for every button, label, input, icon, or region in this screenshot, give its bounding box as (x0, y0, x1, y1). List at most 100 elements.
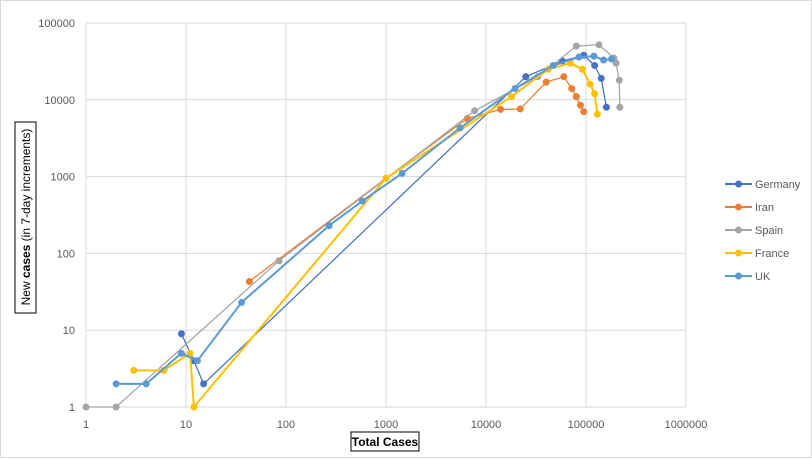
x-tick-label: 1000 (374, 419, 398, 431)
data-point (200, 380, 208, 388)
data-point (575, 53, 583, 61)
data-point (82, 403, 90, 411)
data-point (112, 380, 120, 388)
data-point (142, 380, 150, 388)
data-point (245, 278, 253, 286)
data-point (572, 93, 580, 101)
x-tick-label: 100000 (568, 419, 605, 431)
legend-label: UK (755, 271, 771, 283)
data-point (511, 85, 519, 93)
series-line (133, 62, 599, 408)
y-axis-title-group: New cases (in 7-day increments) (14, 121, 37, 314)
data-point (160, 366, 168, 374)
data-point (586, 80, 594, 88)
legend-swatch-marker (735, 249, 742, 257)
data-point (516, 105, 524, 113)
x-tick-label: 10000 (471, 419, 502, 431)
series-uk (112, 52, 616, 388)
legend-swatch-marker (735, 226, 742, 234)
data-point (193, 357, 201, 365)
y-axis-title-bold: cases (19, 244, 33, 278)
series-line (180, 54, 608, 385)
y-axis-ticks: 1 10 100 1000 10000 100000 (38, 18, 75, 414)
data-point (358, 197, 366, 205)
data-point (497, 105, 505, 113)
data-point (112, 403, 120, 411)
legend-swatch-marker (735, 203, 742, 211)
y-tick-label: 100000 (38, 18, 75, 30)
data-point (612, 59, 620, 67)
data-point (608, 55, 616, 63)
legend-label: Iran (755, 202, 774, 214)
y-axis-title-box (14, 121, 37, 314)
data-point (591, 90, 599, 98)
series-line (86, 44, 621, 408)
y-axis-title-pre: New (19, 278, 33, 305)
legend: Germany Iran Spain France UK (725, 179, 801, 283)
data-point (616, 103, 624, 111)
y-tick-label: 1000 (51, 172, 75, 184)
data-point (471, 107, 479, 115)
legend-item: Iran (725, 202, 774, 214)
x-tick-label: 1 (83, 419, 89, 431)
x-axis-title-box (350, 431, 420, 452)
data-point (593, 110, 601, 118)
y-tick-label: 1 (69, 402, 75, 414)
legend-item: Germany (725, 179, 801, 191)
legend-label: Germany (755, 179, 801, 191)
data-point (456, 124, 464, 132)
data-point (275, 257, 283, 265)
data-point (190, 403, 198, 411)
data-point (542, 78, 550, 86)
legend-item: Spain (725, 225, 783, 237)
data-point (186, 349, 194, 357)
data-point (522, 73, 530, 81)
series-spain (82, 41, 624, 411)
x-tick-label: 100 (277, 419, 295, 431)
x-axis-title: Total Cases (352, 435, 419, 449)
data-point (600, 56, 608, 64)
data-point (508, 93, 516, 101)
data-point (595, 41, 603, 49)
data-point (576, 101, 584, 109)
data-point (602, 103, 610, 111)
data-point (568, 85, 576, 93)
data-point (130, 366, 138, 374)
data-point (177, 330, 185, 338)
data-point (560, 73, 568, 81)
data-point (549, 61, 557, 69)
series-line (116, 55, 612, 385)
data-point (572, 42, 580, 50)
data-point (382, 174, 390, 182)
y-tick-label: 10 (63, 325, 75, 337)
x-axis-ticks: 1 10 100 1000 10000 100000 1000000 (83, 419, 707, 431)
y-tick-label: 10000 (44, 95, 75, 107)
data-point (597, 74, 605, 82)
data-point (590, 52, 598, 60)
x-tick-label: 10 (180, 419, 192, 431)
gridlines (85, 22, 687, 408)
x-tick-label: 1000000 (665, 419, 708, 431)
legend-item: France (725, 248, 789, 260)
data-point (578, 65, 586, 73)
series-germany (177, 51, 610, 388)
data-point (325, 222, 333, 230)
y-axis-title: New cases (in 7-day increments) (19, 129, 33, 306)
y-tick-label: 100 (57, 248, 75, 260)
y-axis-title-post: (in 7-day increments) (19, 129, 33, 245)
x-axis-title-group: Total Cases (350, 431, 420, 452)
legend-label: France (755, 248, 789, 260)
data-point (177, 349, 185, 357)
series-layer (82, 41, 624, 411)
data-point (238, 298, 246, 306)
data-point (615, 76, 623, 84)
legend-swatch-marker (735, 272, 742, 280)
legend-label: Spain (755, 225, 783, 237)
data-point (398, 169, 406, 177)
data-point (580, 108, 588, 116)
legend-item: UK (725, 271, 771, 283)
data-point (591, 61, 599, 69)
legend-swatch-marker (735, 180, 742, 188)
